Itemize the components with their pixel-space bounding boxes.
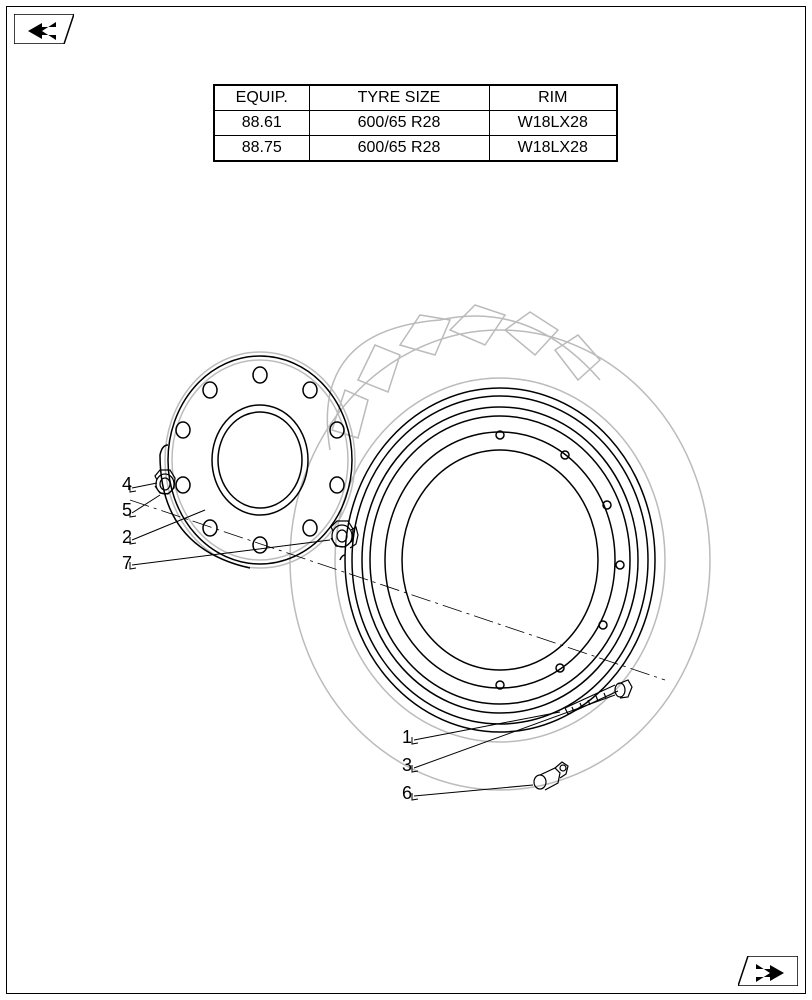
callout-3: 3: [402, 755, 412, 776]
nav-next-icon[interactable]: [738, 956, 798, 986]
table-row: 88.61 600/65 R28 W18LX28: [214, 111, 617, 136]
nav-prev-icon[interactable]: [14, 14, 74, 44]
callout-2: 2: [122, 527, 132, 548]
table-header-equip: EQUIP.: [214, 85, 309, 111]
callout-7: 7: [122, 553, 132, 574]
callout-4: 4: [122, 474, 132, 495]
table-header-rim: RIM: [489, 85, 617, 111]
table-header-tyre: TYRE SIZE: [309, 85, 489, 111]
callout-5: 5: [122, 500, 132, 521]
callout-6: 6: [402, 783, 412, 804]
callout-1: 1: [402, 727, 412, 748]
specification-table: EQUIP. TYRE SIZE RIM 88.61 600/65 R28 W1…: [213, 84, 618, 162]
table-row: 88.75 600/65 R28 W18LX28: [214, 136, 617, 162]
